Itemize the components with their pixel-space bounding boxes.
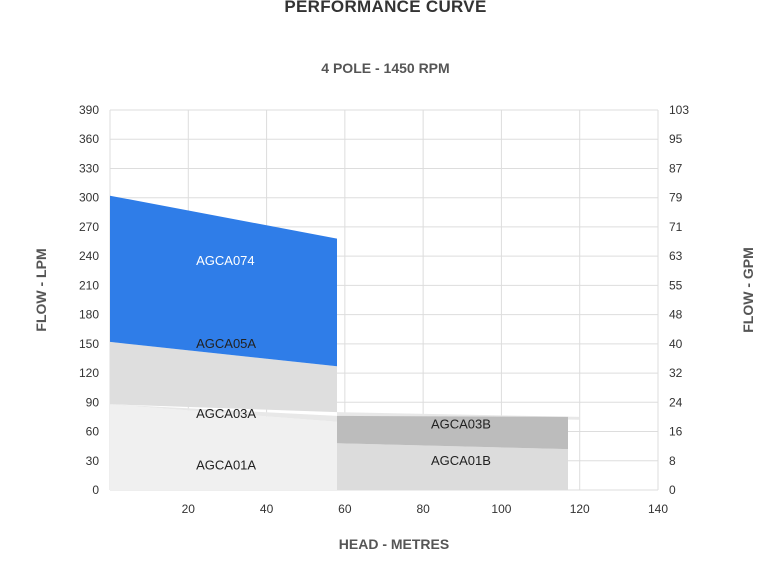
- y-tick-right: 0: [669, 483, 676, 497]
- y-tick-left: 210: [79, 278, 99, 292]
- y-axis-label-right: FLOW - GPM: [740, 247, 756, 333]
- area-agca01a: [110, 404, 337, 490]
- x-tick: 120: [570, 502, 590, 516]
- y-tick-left: 330: [79, 161, 99, 175]
- y-tick-right: 55: [669, 278, 683, 292]
- y-tick-left: 150: [79, 337, 99, 351]
- y-tick-right: 48: [669, 308, 683, 322]
- x-tick: 80: [416, 502, 430, 516]
- y-tick-left: 240: [79, 249, 99, 263]
- series-label-agca074: AGCA074: [196, 253, 255, 268]
- y-tick-left: 270: [79, 220, 99, 234]
- tick-labels: 0 30 60 90 120 150 180 210 240 270 300 330 360 390 0 8 1…: [79, 103, 689, 516]
- x-tick: 140: [648, 502, 668, 516]
- series-label-agca03b: AGCA03B: [431, 417, 491, 432]
- y-tick-right: 79: [669, 191, 683, 205]
- x-axis-label: HEAD - METRES: [339, 536, 449, 552]
- y-tick-right: 8: [669, 454, 676, 468]
- area-agca03b: [337, 415, 568, 450]
- x-tick: 60: [338, 502, 352, 516]
- x-tick: 20: [182, 502, 196, 516]
- y-tick-right: 71: [669, 220, 683, 234]
- chart-subtitle: 4 POLE - 1450 RPM: [321, 60, 450, 76]
- area-agca01b: [337, 443, 568, 490]
- y-tick-right: 103: [669, 103, 689, 117]
- y-tick-left: 60: [86, 425, 100, 439]
- y-tick-left: 300: [79, 191, 99, 205]
- y-tick-left: 0: [92, 483, 99, 497]
- y-tick-left: 120: [79, 366, 99, 380]
- series-label-agca01b: AGCA01B: [431, 453, 491, 468]
- y-tick-right: 87: [669, 161, 683, 175]
- area-agca05a: [110, 341, 337, 413]
- y-tick-right: 95: [669, 132, 683, 146]
- y-tick-right: 24: [669, 395, 683, 409]
- chart-title: PERFORMANCE CURVE: [284, 0, 487, 16]
- x-tick: 40: [260, 502, 274, 516]
- y-tick-right: 63: [669, 249, 683, 263]
- series-label-agca01a: AGCA01A: [196, 458, 256, 473]
- y-axis-label-left: FLOW - LPM: [33, 248, 49, 331]
- y-tick-right: 40: [669, 337, 683, 351]
- y-tick-left: 390: [79, 103, 99, 117]
- y-tick-left: 90: [86, 395, 100, 409]
- y-tick-left: 180: [79, 308, 99, 322]
- series-label-agca03a: AGCA03A: [196, 406, 256, 421]
- series-label-agca05a: AGCA05A: [196, 336, 256, 351]
- y-tick-right: 32: [669, 366, 683, 380]
- y-tick-left: 360: [79, 132, 99, 146]
- y-tick-left: 30: [86, 454, 100, 468]
- y-tick-right: 16: [669, 425, 683, 439]
- area-agca074: [110, 195, 337, 367]
- series-areas: [110, 195, 580, 490]
- x-tick: 100: [491, 502, 511, 516]
- series-labels: AGCA01A AGCA03A AGCA05A AGCA01B AGCA03B AGCA0…: [196, 253, 491, 473]
